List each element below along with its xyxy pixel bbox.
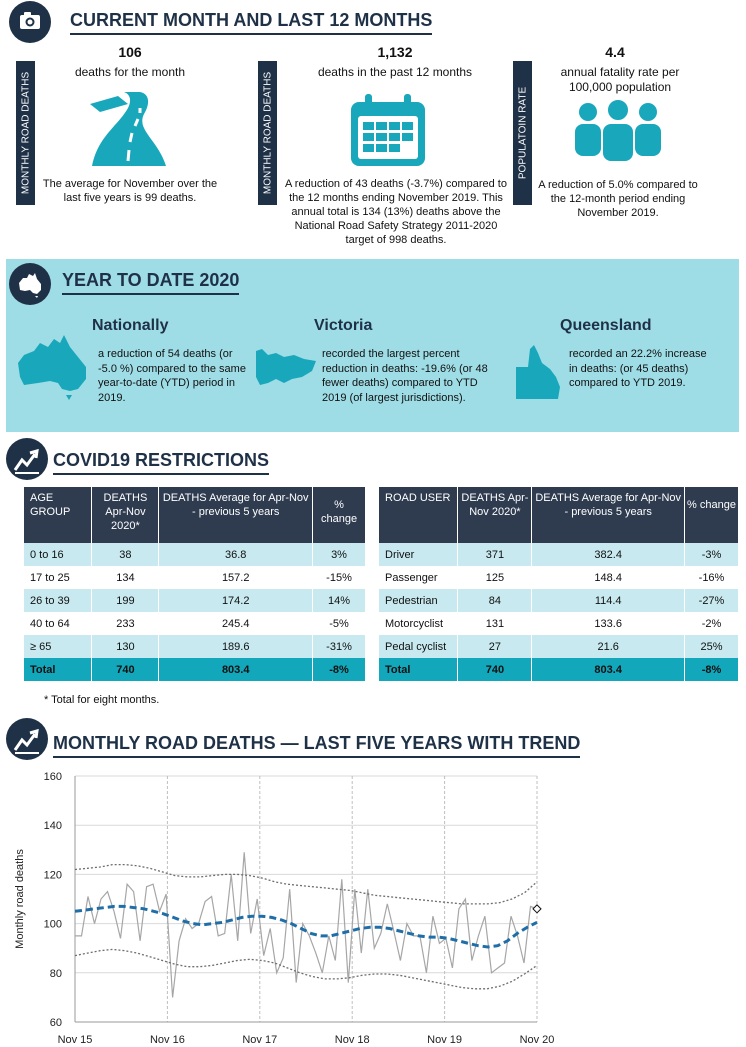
x-tick-label: Nov 19: [427, 1034, 462, 1046]
lower-bound-line: [74, 948, 538, 990]
camera-icon: [9, 1, 51, 43]
table-row: 40 to 64 233 245.4 -5%: [24, 612, 366, 635]
y-axis-label: Monthly road deaths: [14, 849, 26, 949]
fatality-rate-note: A reduction of 5.0% compared to the 12-m…: [538, 179, 698, 219]
monthly-deaths-chart: 60 80 100 120 140 160 Nov 15 Nov 16 Nov 17 Nov 18…: [14, 771, 555, 1046]
table-row: ≥ 65 130 189.6 -31%: [24, 635, 366, 658]
age-header-group: AGE GROUP: [24, 487, 93, 543]
fatality-rate-caption: annual fatality rate per 100,000 populat…: [560, 65, 680, 94]
trend-line: [74, 904, 538, 949]
age-header-deaths: DEATHS Apr-Nov 2020*: [91, 487, 160, 543]
deaths-12-months-note: A reduction of 43 deaths (-3.7%) compare…: [285, 178, 507, 246]
section-title-monthly-chart: MONTHLY ROAD DEATHS — LAST FIVE YEARS WI…: [53, 733, 581, 758]
table-row: 26 to 39 199 174.2 14%: [24, 589, 366, 612]
x-tick-label: Nov 20: [520, 1034, 555, 1046]
population-icon: [575, 98, 661, 162]
table-row: Passenger 125 148.4 -16%: [379, 566, 739, 589]
trend-chart-icon-2: [6, 718, 48, 760]
user-header-change: % change: [684, 487, 739, 543]
queensland-text: recorded an 22.2% increase in deaths: (o…: [569, 348, 707, 389]
table-row: Motorcyclist 131 133.6 -2%: [379, 612, 739, 635]
queensland-heading: Queensland: [560, 317, 652, 334]
section-title-covid: COVID19 RESTRICTIONS: [53, 450, 270, 475]
vertical-label-population-rate: POPULATOIN RATE: [513, 61, 532, 205]
y-tick-label: 140: [44, 820, 62, 832]
table-footnote: * Total for eight months.: [44, 694, 160, 706]
y-tick-label: 120: [44, 869, 62, 881]
deaths-month-number: 106: [118, 44, 142, 60]
deaths-12-months-number: 1,132: [377, 44, 413, 60]
road-user-table: ROAD USER DEATHS Apr-Nov 2020* DEATHS Av…: [379, 487, 739, 681]
vertical-label-monthly-deaths: MONTHLY ROAD DEATHS: [16, 61, 35, 205]
nationally-heading: Nationally: [92, 317, 169, 334]
deaths-month-caption: deaths for the month: [74, 65, 186, 79]
age-group-table: AGE GROUP DEATHS Apr-Nov 2020* DEATHS Av…: [24, 487, 366, 681]
x-tick-label: Nov 17: [242, 1034, 277, 1046]
current-month-marker: [532, 904, 542, 914]
deaths-12-months-caption: deaths in the past 12 months: [317, 65, 473, 79]
age-header-change: % change: [312, 487, 366, 543]
y-tick-label: 160: [44, 771, 62, 783]
x-tick-label: Nov 15: [58, 1034, 93, 1046]
user-header-deaths: DEATHS Apr-Nov 2020*: [457, 487, 533, 543]
table-row: Pedestrian 84 114.4 -27%: [379, 589, 739, 612]
y-tick-label: 80: [50, 968, 62, 980]
fatality-rate-number: 4.4: [605, 44, 625, 60]
table-row: 0 to 16 38 36.8 3%: [24, 543, 366, 566]
victoria-map: [256, 349, 316, 385]
calendar-icon: [351, 94, 425, 166]
australia-map: [18, 335, 86, 400]
upper-bound-line: [74, 863, 538, 905]
vertical-label-monthly-deaths-2: MONTHLY ROAD DEATHS: [258, 61, 277, 205]
section-title-ytd: YEAR TO DATE 2020: [62, 270, 240, 295]
y-tick-label: 100: [44, 919, 62, 931]
victoria-heading: Victoria: [314, 317, 373, 334]
y-tick-label: 60: [50, 1017, 62, 1029]
australia-map-icon: [9, 263, 51, 305]
user-header-road-user: ROAD USER: [379, 487, 459, 543]
road-icon: [90, 92, 166, 166]
table-total-row: Total 740 803.4 -8%: [379, 658, 739, 681]
victoria-text: recorded the largest percent reduction i…: [322, 348, 488, 404]
deaths-month-note: The average for November over the last f…: [42, 178, 218, 204]
table-row: Pedal cyclist 27 21.6 25%: [379, 635, 739, 658]
table-row: Driver 371 382.4 -3%: [379, 543, 739, 566]
x-tick-label: Nov 18: [335, 1034, 370, 1046]
trend-chart-icon: [6, 438, 48, 480]
table-row: 17 to 25 134 157.2 -15%: [24, 566, 366, 589]
ytd-panel: [6, 259, 739, 432]
nationally-text: a reduction of 54 deaths (or -5.0 %) com…: [98, 348, 246, 404]
x-tick-label: Nov 16: [150, 1034, 185, 1046]
queensland-map: [516, 345, 560, 399]
section-title-current-month: CURRENT MONTH AND LAST 12 MONTHS: [70, 10, 433, 35]
age-header-average: DEATHS Average for Apr-Nov - previous 5 …: [158, 487, 314, 543]
table-total-row: Total 740 803.4 -8%: [24, 658, 366, 681]
user-header-average: DEATHS Average for Apr-Nov - previous 5 …: [531, 487, 686, 543]
